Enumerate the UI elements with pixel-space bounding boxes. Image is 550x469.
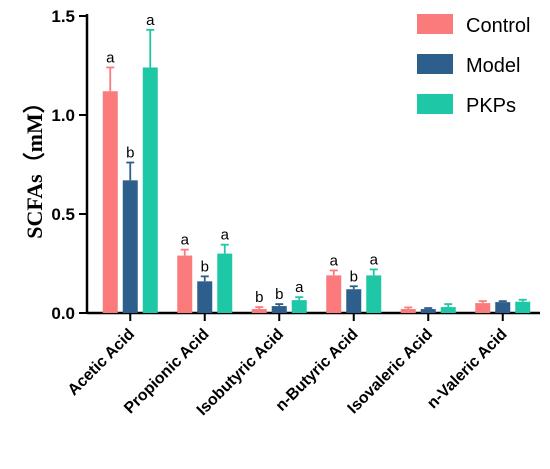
bar-pkps <box>142 67 158 313</box>
significance-label: a <box>330 252 339 269</box>
bar-model <box>420 309 436 313</box>
legend-swatch-pkps <box>417 94 453 114</box>
bar-model <box>346 289 362 313</box>
significance-label: b <box>255 289 263 306</box>
bar-pkps <box>217 253 233 313</box>
legend-label-model: Model <box>466 55 520 77</box>
significance-label: b <box>201 258 209 275</box>
significance-label: b <box>350 268 358 285</box>
bar-model <box>197 281 213 313</box>
bar-control <box>326 275 342 313</box>
x-tick-label: n-Valeric Acid <box>424 326 510 412</box>
legend-swatch-model <box>417 54 453 74</box>
y-tick-label: 0.5 <box>51 205 75 224</box>
bar-pkps <box>366 275 382 313</box>
significance-label: a <box>146 12 155 29</box>
y-tick-label: 1.0 <box>51 106 75 125</box>
y-tick-label: 1.5 <box>51 7 75 26</box>
y-axis: 0.0 0.5 1.0 1.5 <box>51 7 89 323</box>
bar-control <box>400 309 416 313</box>
y-tick-label: 0.0 <box>51 304 75 323</box>
y-axis-label: SCFAs（mM） <box>22 91 47 238</box>
bar-model <box>122 180 138 313</box>
significance-label: a <box>221 227 230 244</box>
significance-label: a <box>106 49 115 66</box>
legend: Control Model PKPs <box>417 14 530 117</box>
x-tick-label: Acetic Acid <box>65 326 138 399</box>
bar-control <box>102 91 118 314</box>
significance-label: b <box>126 145 134 162</box>
legend-label-pkps: PKPs <box>466 95 516 117</box>
significance-label: a <box>370 251 379 268</box>
legend-label-control: Control <box>466 15 530 37</box>
legend-swatch-control <box>417 14 453 34</box>
bar-model <box>271 306 287 313</box>
bar-pkps <box>515 301 531 313</box>
significance-label: a <box>295 279 304 296</box>
bar-control <box>177 255 193 313</box>
bar-pkps <box>440 307 456 313</box>
bar-control <box>475 303 491 313</box>
bar-control <box>251 309 267 313</box>
bar-pkps <box>291 300 307 313</box>
significance-label: a <box>181 232 190 249</box>
bar-model <box>495 302 511 313</box>
significance-label: b <box>275 286 283 303</box>
